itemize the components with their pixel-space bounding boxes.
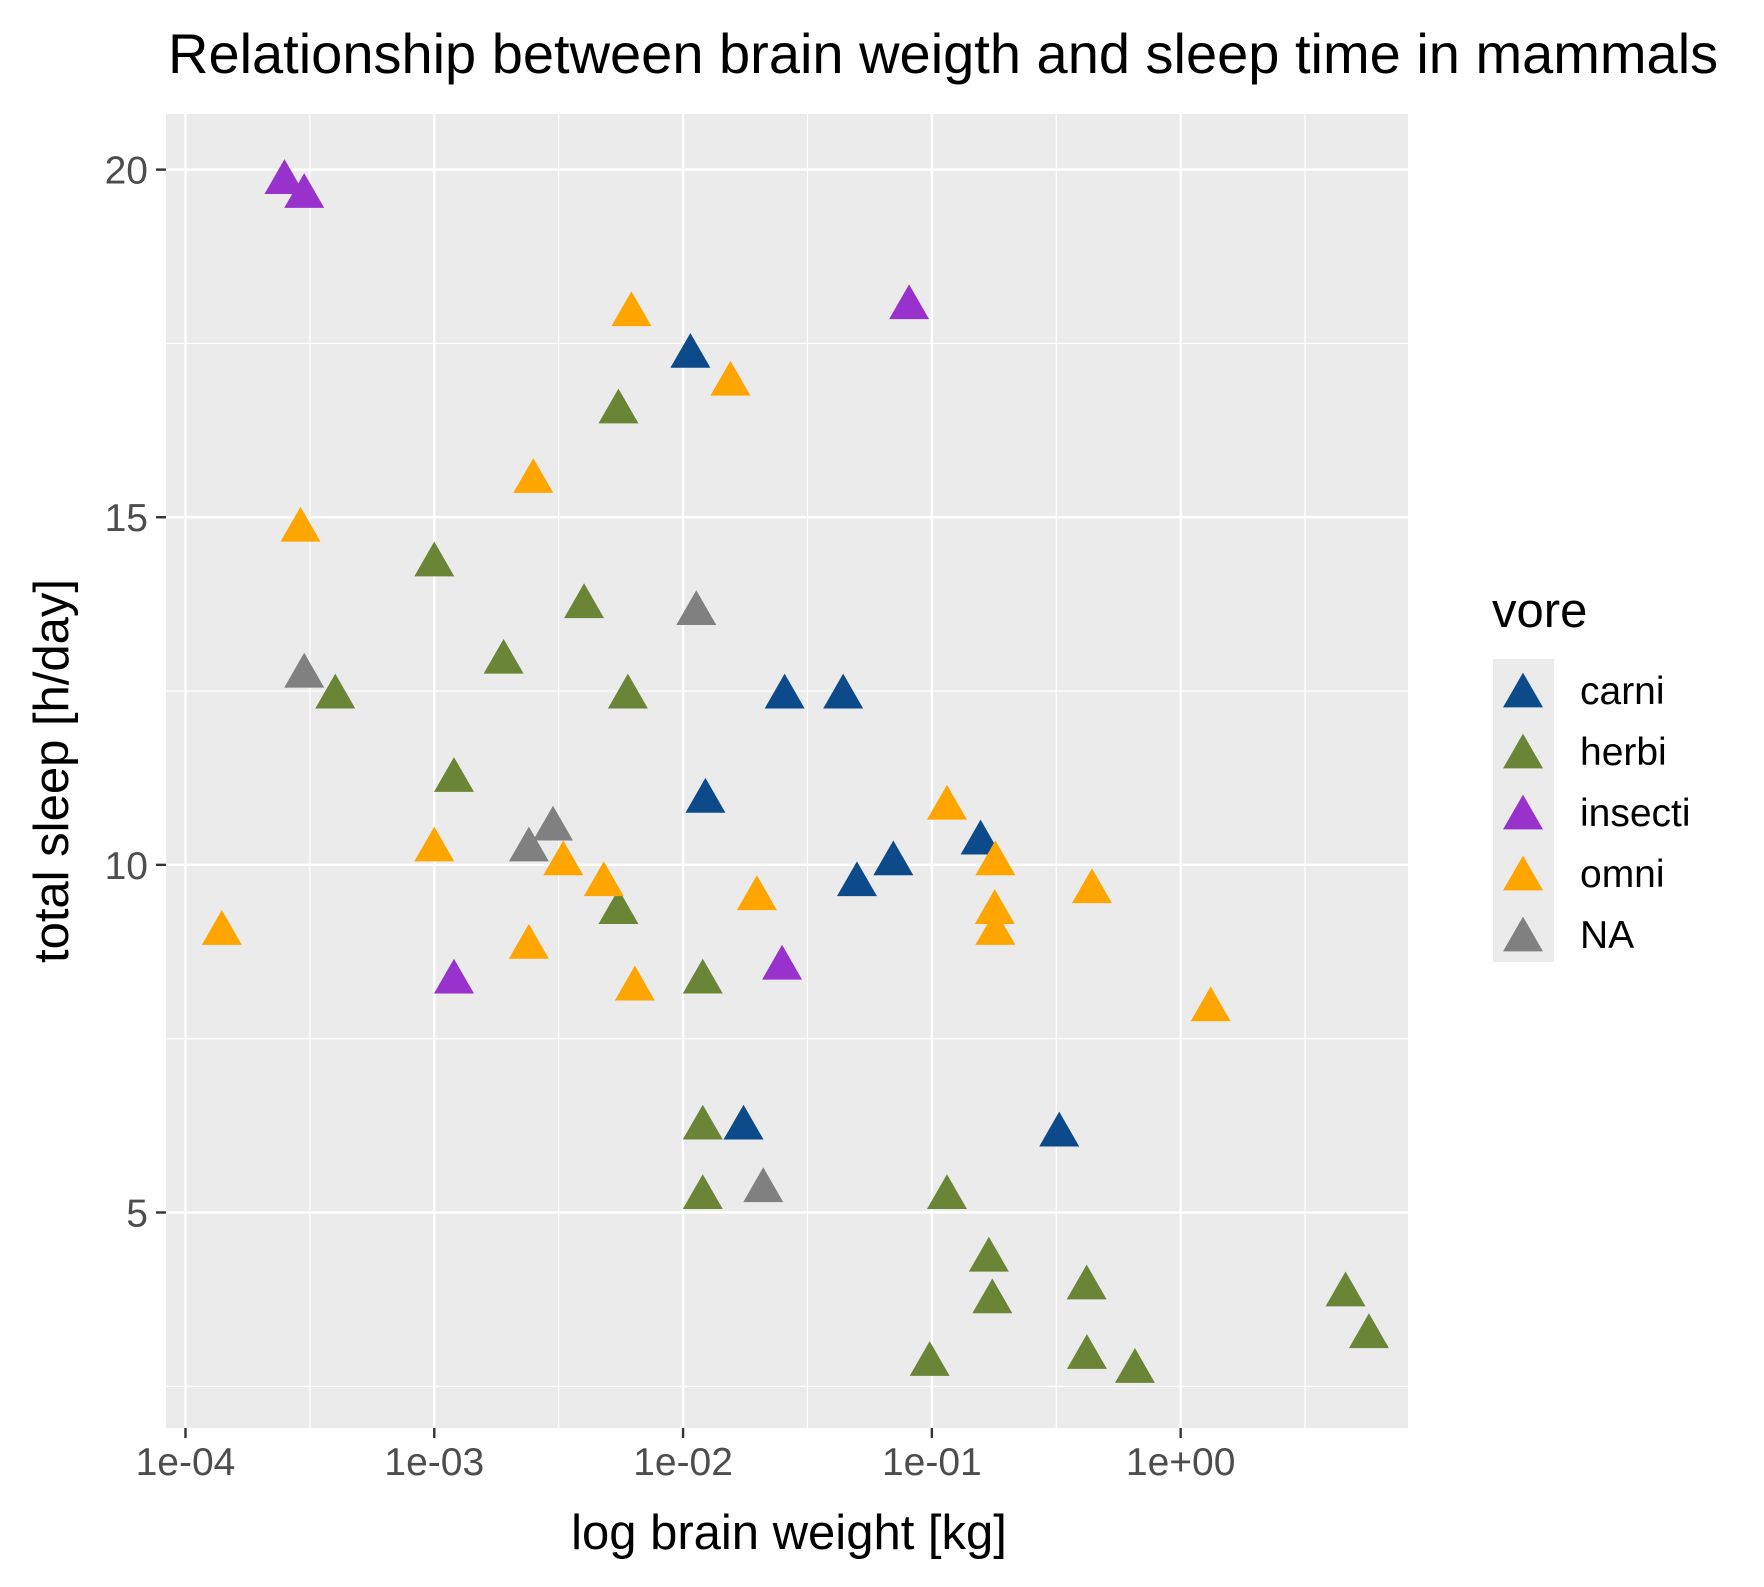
data-point-triangle — [926, 1174, 967, 1210]
data-point-triangle — [532, 805, 573, 841]
legend-keys: carni herbi insecti omni NA — [1493, 659, 1691, 962]
data-point-triangle — [583, 861, 624, 897]
data-point-triangle — [564, 583, 605, 619]
data-point-triangle — [611, 291, 652, 327]
data-point-triangle — [598, 889, 639, 924]
legend-label-na: NA — [1580, 914, 1634, 957]
data-point-triangle — [975, 910, 1016, 945]
data-point-triangle — [284, 173, 325, 208]
y-tick-label: 5 — [126, 1192, 148, 1235]
series-insecti — [264, 159, 930, 994]
legend-key-na — [1503, 916, 1543, 952]
data-point-triangle — [723, 1104, 764, 1140]
data-point-triangle — [1066, 1334, 1107, 1369]
legend-key-insecti — [1503, 794, 1543, 830]
data-point-triangle — [483, 638, 524, 674]
data-point-triangle — [764, 673, 805, 709]
legend-key-herbi — [1503, 733, 1543, 769]
data-point-triangle — [736, 875, 777, 911]
legend-key-omni — [1503, 855, 1543, 891]
data-point-triangle — [1190, 986, 1231, 1022]
data-point-triangle — [873, 840, 914, 876]
series-carni — [670, 332, 1080, 1147]
x-tick-label: 1e-04 — [136, 1441, 236, 1484]
x-tick-label: 1e+00 — [1126, 1441, 1236, 1484]
data-point-triangle — [926, 784, 967, 820]
data-point-triangle — [1348, 1313, 1389, 1349]
data-point-triangle — [975, 840, 1016, 876]
data-point-triangle — [433, 757, 474, 792]
series-herbi — [315, 388, 1389, 1383]
chart-title: Relationship between brain weigth and sl… — [168, 22, 1718, 85]
legend-label-herbi: herbi — [1580, 731, 1667, 774]
series-na — [284, 590, 784, 1203]
y-tick-label: 15 — [105, 497, 148, 540]
data-point-triangle — [433, 958, 474, 994]
legend-label-omni: omni — [1580, 853, 1665, 896]
data-point-triangle — [710, 360, 751, 396]
data-point-triangle — [614, 965, 655, 1001]
data-point-triangle — [960, 819, 1001, 855]
x-axis: 1e-04 1e-03 1e-02 1e-01 1e+00 — [136, 1428, 1236, 1484]
data-point-triangle — [670, 332, 711, 368]
data-point-triangle — [676, 590, 717, 626]
data-point-triangle — [972, 1278, 1013, 1314]
y-tick-label: 20 — [105, 150, 148, 193]
legend-label-carni: carni — [1580, 670, 1665, 713]
data-point-triangle — [598, 388, 639, 424]
x-axis-title: log brain weight [kg] — [571, 1506, 1007, 1560]
data-point-triangle — [1071, 868, 1112, 904]
data-point-triangle — [1325, 1271, 1366, 1307]
data-point-triangle — [762, 944, 803, 980]
major-gridlines — [166, 114, 1408, 1428]
data-point-triangle — [743, 1167, 784, 1203]
data-point-triangle — [836, 861, 877, 897]
data-point-triangle — [682, 958, 723, 994]
y-axis-title: total sleep [h/day] — [25, 579, 79, 963]
series-omni — [201, 291, 1231, 1022]
data-point-triangle — [508, 826, 549, 862]
x-tick-label: 1e-01 — [882, 1441, 982, 1484]
data-point-triangle — [264, 159, 305, 194]
data-point-triangle — [682, 1174, 723, 1210]
data-point-triangle — [968, 1236, 1009, 1272]
data-points — [201, 159, 1389, 1383]
data-point-triangle — [513, 458, 554, 493]
data-point-triangle — [508, 923, 549, 959]
legend-label-insecti: insecti — [1580, 792, 1691, 835]
data-point-triangle — [543, 840, 584, 876]
data-point-triangle — [823, 673, 864, 709]
data-point-triangle — [201, 910, 242, 945]
data-point-triangle — [315, 673, 356, 709]
data-point-triangle — [280, 506, 321, 542]
data-point-triangle — [909, 1341, 950, 1376]
data-point-triangle — [1066, 1264, 1107, 1300]
plot-panel — [166, 114, 1408, 1428]
data-point-triangle — [414, 541, 455, 577]
data-point-triangle — [607, 673, 648, 709]
data-point-triangle — [974, 889, 1015, 924]
legend-key-carni — [1503, 672, 1543, 708]
data-point-triangle — [685, 777, 726, 813]
data-point-triangle — [284, 652, 325, 688]
data-point-triangle — [1114, 1348, 1155, 1383]
x-tick-label: 1e-02 — [633, 1441, 733, 1484]
x-tick-label: 1e-03 — [384, 1441, 484, 1484]
legend: vore carni herbi insecti omni NA — [1492, 584, 1691, 962]
y-axis: 5 10 15 20 — [105, 150, 166, 1235]
legend-title: vore — [1492, 584, 1587, 638]
data-point-triangle — [414, 826, 455, 862]
data-point-triangle — [889, 284, 930, 320]
y-tick-label: 10 — [105, 845, 148, 888]
data-point-triangle — [682, 1104, 723, 1140]
minor-gridlines — [166, 114, 1408, 1428]
data-point-triangle — [1039, 1111, 1080, 1147]
